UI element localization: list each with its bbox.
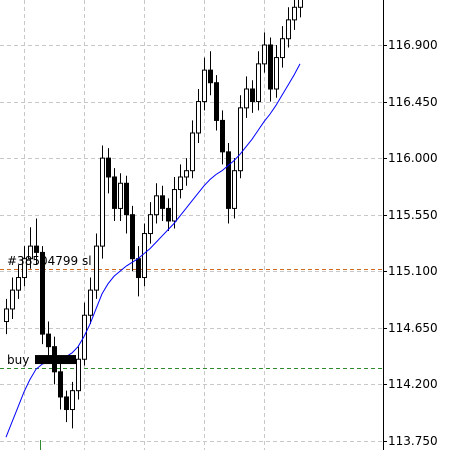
candle-body xyxy=(220,119,225,153)
candle-body xyxy=(178,176,183,191)
candle-body xyxy=(262,44,267,65)
candle-body xyxy=(34,245,39,253)
candle-body xyxy=(10,289,15,310)
candle-body xyxy=(232,170,237,209)
candle-body xyxy=(190,132,195,172)
candle-body xyxy=(130,214,135,260)
candle-body xyxy=(100,157,105,247)
y-tick-label: 114.650 xyxy=(388,321,438,335)
candle-body xyxy=(64,396,69,411)
y-tick-label: 116.450 xyxy=(388,95,438,109)
candle-body xyxy=(160,195,165,209)
candle-body xyxy=(46,333,51,348)
y-tick-label: 113.750 xyxy=(388,434,438,448)
candle-body xyxy=(286,19,291,40)
candle-body xyxy=(274,57,279,90)
level-label: buy xyxy=(7,353,29,367)
candle-body xyxy=(112,176,117,209)
candle-body xyxy=(40,251,45,335)
candle-body xyxy=(76,358,81,392)
level-label: #38504799 sl xyxy=(7,254,92,268)
candle-body xyxy=(280,38,285,59)
candle-body xyxy=(226,151,231,209)
candle-body xyxy=(154,195,159,216)
candle-body xyxy=(16,277,21,291)
candle-body xyxy=(196,101,201,134)
plot-area xyxy=(0,0,383,438)
y-tick-label: 115.550 xyxy=(388,208,438,222)
candle-body xyxy=(202,69,207,103)
candle-body xyxy=(256,63,261,103)
candle-body xyxy=(172,189,177,222)
candle-body xyxy=(184,170,189,178)
candle-body xyxy=(94,245,99,291)
candle-body xyxy=(142,233,147,279)
candle-body xyxy=(28,245,33,260)
candle-body xyxy=(136,258,141,279)
candle-body xyxy=(166,207,171,222)
candle-body xyxy=(298,0,303,8)
candle-body xyxy=(124,182,129,216)
y-tick-label: 114.200 xyxy=(388,377,438,391)
y-tick-label: 116.000 xyxy=(388,151,438,165)
candle-body xyxy=(70,390,75,411)
y-tick-label: 115.100 xyxy=(388,264,438,278)
candle-body xyxy=(118,182,123,209)
moving-average xyxy=(5,63,301,438)
candle-body xyxy=(250,88,255,103)
y-tick-label: 116.900 xyxy=(388,38,438,52)
candle-body xyxy=(4,308,9,323)
candle-body xyxy=(58,371,63,398)
candle-body xyxy=(148,214,153,235)
candle-body xyxy=(88,289,93,316)
grid xyxy=(0,0,383,450)
candle-body xyxy=(82,314,87,360)
candle-body xyxy=(238,107,243,172)
candle-body xyxy=(244,88,249,109)
candle-body xyxy=(22,258,27,279)
candle-body xyxy=(214,82,219,121)
buy-marker xyxy=(35,355,76,365)
candle-body xyxy=(106,157,111,178)
candle-body xyxy=(208,69,213,84)
candle-body xyxy=(292,6,297,21)
candle-body xyxy=(268,44,273,90)
